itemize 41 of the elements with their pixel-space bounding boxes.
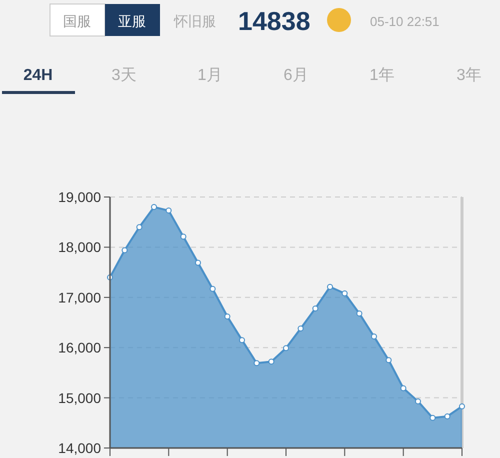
point xyxy=(254,360,260,366)
point xyxy=(459,403,465,410)
point xyxy=(224,313,230,320)
text: 14838 xyxy=(238,6,310,36)
text: 亚服 xyxy=(118,13,146,29)
point xyxy=(298,326,304,332)
text: 1年 xyxy=(370,67,394,84)
y-tick-label: 17,000 xyxy=(58,289,102,306)
point xyxy=(136,224,142,230)
text: 3年 xyxy=(456,67,482,84)
point xyxy=(239,337,245,344)
point xyxy=(312,305,318,312)
point xyxy=(415,398,421,404)
point xyxy=(430,414,436,421)
point xyxy=(342,290,348,296)
y-tick-label: 16,000 xyxy=(58,340,102,356)
point xyxy=(268,358,274,365)
point xyxy=(151,204,157,210)
point xyxy=(386,357,392,364)
point xyxy=(444,413,450,420)
text: 国服 xyxy=(63,13,91,29)
text: 3天 xyxy=(112,67,136,84)
text: 24H xyxy=(23,67,53,84)
point xyxy=(180,234,186,240)
point xyxy=(283,345,289,352)
point xyxy=(356,310,362,316)
text: 怀旧服 xyxy=(173,13,216,29)
y-tick-label: 15,000 xyxy=(58,390,102,406)
point xyxy=(327,284,333,290)
point xyxy=(400,385,406,392)
point xyxy=(210,286,216,292)
text: 1月 xyxy=(198,67,222,84)
y-tick-label: 14,000 xyxy=(58,440,102,456)
point xyxy=(166,208,172,214)
point xyxy=(371,334,377,340)
point xyxy=(122,247,128,254)
text: 6月 xyxy=(284,67,308,84)
point xyxy=(195,260,201,266)
y-tick-label: 18,000 xyxy=(58,239,102,256)
y-tick-label: 19,000 xyxy=(58,189,102,205)
text: 05-10 22:51 xyxy=(370,14,440,29)
